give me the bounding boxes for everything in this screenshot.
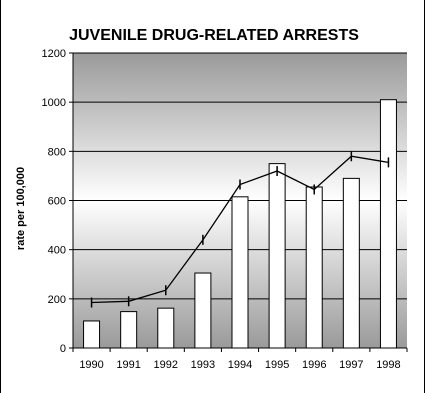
y-tick-label: 1000 <box>42 97 66 109</box>
bar <box>157 307 175 349</box>
bar <box>268 163 286 349</box>
line-series <box>90 151 390 308</box>
x-tick-label: 1990 <box>79 359 103 371</box>
bar <box>379 99 397 349</box>
x-tick-label: 1991 <box>116 359 140 371</box>
y-tick-label: 800 <box>48 146 66 158</box>
x-tick-label: 1995 <box>265 359 289 371</box>
bar <box>194 272 212 349</box>
x-tick-label: 1997 <box>339 359 363 371</box>
chart-title: JUVENILE DRUG-RELATED ARRESTS <box>69 27 359 44</box>
bar <box>231 196 249 349</box>
y-tick-label: 400 <box>48 245 66 257</box>
x-tick-label: 1994 <box>228 359 252 371</box>
bar <box>83 320 101 349</box>
y-axis-label: rate per 100,000 <box>15 167 27 250</box>
y-tick-label: 0 <box>60 343 66 355</box>
y-tick-label: 1200 <box>42 48 66 60</box>
y-tick-label: 600 <box>48 196 66 208</box>
y-tick-label: 200 <box>48 294 66 306</box>
bar <box>342 177 360 349</box>
x-tick-label: 1993 <box>191 359 215 371</box>
x-tick-label: 1996 <box>302 359 326 371</box>
bar <box>120 311 138 349</box>
bar <box>305 186 323 349</box>
x-tick-label: 1998 <box>376 359 400 371</box>
axes: 0 200 400 600 800 1000 1200 1990 1991 1992 1993 199… <box>42 48 408 371</box>
x-tick-label: 1992 <box>154 359 178 371</box>
